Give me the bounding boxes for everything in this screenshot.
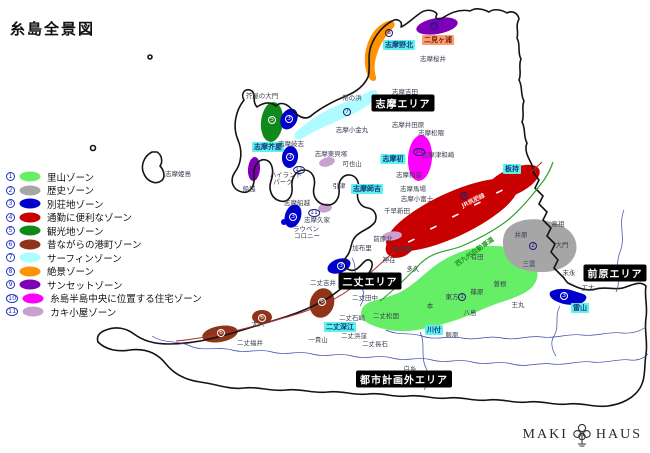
zone-villa [281, 146, 299, 168]
area-box-shima: 志摩エリア [371, 94, 435, 112]
legend-item: 9 サンセットゾーン [6, 278, 202, 292]
zone-port [309, 288, 335, 318]
maki-haus-logo: MAKI HAUS [523, 423, 642, 447]
legend-swatch [22, 306, 44, 317]
legend-label: 昔ながらの港町ゾーン [47, 240, 142, 252]
legend-swatch [19, 279, 41, 290]
legend-label: 糸島半島中央に位置する住宅ゾーン [50, 294, 202, 306]
legend-label: 通勤に便利なゾーン [47, 213, 133, 225]
legend-swatch [19, 266, 41, 277]
legend-number: 6 [6, 239, 15, 249]
himeshima-island [141, 151, 165, 184]
zone-villa [549, 288, 587, 305]
legend-item: 1 里山ゾーン [6, 170, 202, 184]
legend-item: 5 観光地ゾーン [6, 224, 202, 238]
area-box-outside: 都市計画外エリア [356, 370, 452, 388]
zone-residential [407, 135, 433, 181]
legend-number: 9 [6, 280, 15, 290]
legend-number: 8 [6, 266, 15, 276]
small-island [89, 144, 97, 152]
legend-swatch [19, 212, 41, 223]
legend-swatch [19, 185, 41, 196]
legend-number: 5 [6, 226, 15, 236]
legend-number: 3 [6, 199, 15, 209]
legend-label: 別荘地ゾーン [47, 199, 104, 211]
legend-label: カキ小屋ゾーン [50, 307, 117, 319]
legend-swatch [19, 225, 41, 236]
legend-item: 10 糸島半島中央に位置する住宅ゾーン [6, 292, 202, 306]
legend: 1 里山ゾーン 2 歴史ゾーン 3 別荘地ゾーン 4 通勤に便利なゾーン 5 観光地ゾーン… [6, 170, 202, 319]
legend-number: 10 [6, 293, 19, 303]
legend-swatch [19, 171, 41, 182]
legend-item: 6 昔ながらの港町ゾーン [6, 238, 202, 252]
zone-commute [385, 164, 540, 258]
legend-label: 絶景ゾーン [47, 267, 95, 279]
area-box-maebaru: 前原エリア [583, 264, 647, 282]
tree-crest-icon [573, 423, 591, 447]
legend-number: 11 [6, 307, 19, 317]
legend-number: 2 [6, 185, 15, 195]
zone-villa [281, 219, 287, 225]
zone-oyster [382, 231, 402, 241]
page-title: 糸島全景図 [10, 20, 96, 39]
legend-label: 歴史ゾーン [47, 186, 95, 198]
logo-text-haus: HAUS [595, 427, 642, 442]
zone-history [502, 219, 577, 272]
area-box-nijo: 二丈エリア [338, 272, 402, 290]
legend-item: 11 カキ小屋ゾーン [6, 305, 202, 319]
legend-item: 8 絶景ゾーン [6, 265, 202, 279]
zone-scenic [364, 20, 395, 81]
zone-satoyama [361, 245, 538, 332]
legend-swatch [19, 239, 41, 250]
legend-number: 4 [6, 212, 15, 222]
legend-label: サーフィンゾーン [47, 253, 122, 265]
nishi-kyushu-expressway [379, 161, 554, 302]
zone-port [252, 310, 272, 324]
legend-swatch [19, 198, 41, 209]
legend-label: 観光地ゾーン [47, 226, 104, 238]
legend-swatch [19, 252, 41, 263]
zone-shapes [202, 17, 587, 343]
legend-label: 里山ゾーン [47, 172, 95, 184]
legend-item: 3 別荘地ゾーン [6, 197, 202, 211]
legend-item: 7 サーフィンゾーン [6, 251, 202, 265]
zone-surf [294, 89, 378, 140]
legend-swatch [22, 293, 44, 304]
legend-number: 7 [6, 253, 15, 263]
zone-villa [280, 108, 298, 130]
legend-item: 2 歴史ゾーン [6, 184, 202, 198]
legend-label: サンセットゾーン [47, 280, 123, 292]
rail-station-ticks [407, 189, 503, 243]
logo-text-maki: MAKI [522, 427, 568, 442]
legend-number: 1 [6, 172, 15, 182]
zone-oyster [319, 157, 335, 167]
zone-villa [284, 204, 302, 228]
zone-sightseeing [260, 102, 284, 142]
small-island [147, 54, 153, 60]
legend-item: 4 通勤に便利なゾーン [6, 211, 202, 225]
